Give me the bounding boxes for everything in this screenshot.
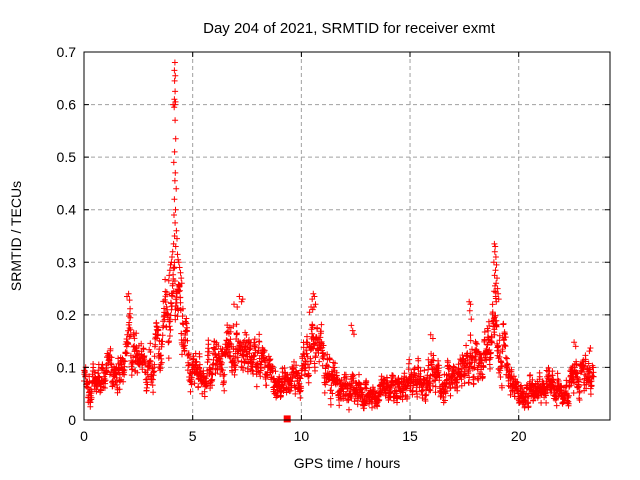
plot-title: Day 204 of 2021, SRMTID for receiver exm…: [203, 20, 496, 37]
y-axis-label: SRMTID / TECUs: [8, 181, 24, 291]
y-tick-label: 0.1: [57, 359, 77, 375]
tick-marks: [83, 51, 610, 421]
y-tick-labels: 0 0.1 0.2 0.3 0.4 0.5 0.6 0.7: [57, 44, 77, 428]
plot-border: [83, 51, 611, 421]
special-points: [283, 415, 291, 423]
y-tick-label: 0.5: [57, 149, 77, 165]
y-tick-label: 0.2: [57, 307, 77, 323]
filled-square-marker: [283, 415, 291, 423]
y-tick-label: 0.6: [57, 97, 77, 113]
x-tick-label: 0: [80, 428, 88, 444]
x-tick-labels: 0 5 10 15 20: [80, 428, 527, 444]
y-tick-label: 0.7: [57, 44, 77, 60]
y-tick-label: 0.3: [57, 254, 77, 270]
x-tick-label: 20: [511, 428, 527, 444]
x-tick-label: 5: [189, 428, 197, 444]
x-axis-label: GPS time / hours: [294, 455, 401, 471]
y-tick-label: 0: [68, 412, 76, 428]
gridlines: [84, 52, 610, 420]
x-tick-label: 15: [402, 428, 418, 444]
axis-ticks: [83, 51, 610, 421]
x-tick-label: 10: [294, 428, 310, 444]
y-tick-label: 0.4: [57, 202, 77, 218]
